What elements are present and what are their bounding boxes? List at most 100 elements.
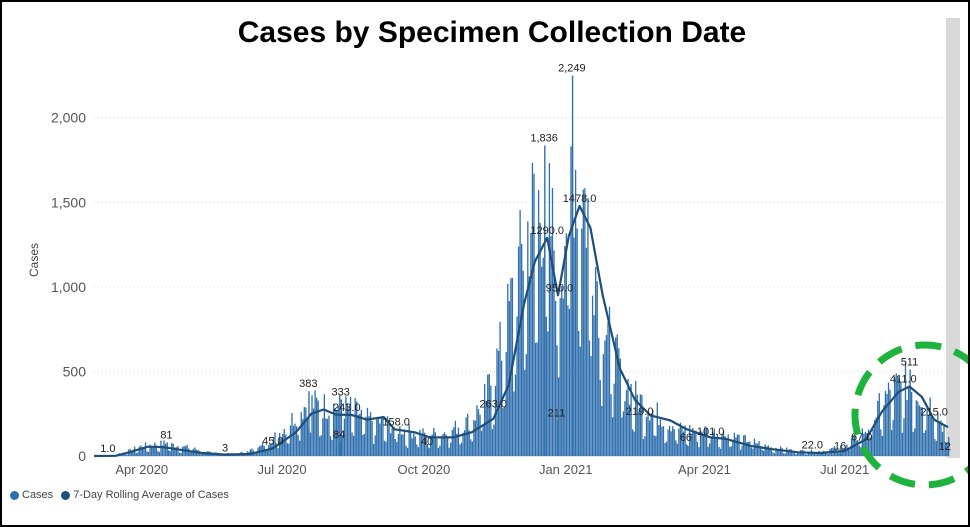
bar [510, 278, 512, 456]
bar [166, 442, 168, 456]
bar [857, 440, 859, 456]
bar [911, 391, 913, 456]
bar [419, 429, 421, 456]
bar [798, 452, 800, 456]
bar [665, 441, 668, 456]
bar [863, 433, 865, 456]
bar [559, 298, 561, 456]
bar [251, 448, 253, 456]
bar [627, 379, 629, 456]
bar [605, 335, 608, 456]
bar [292, 425, 295, 456]
bar [393, 426, 395, 456]
bar [312, 408, 315, 456]
bar [266, 450, 268, 456]
bar [433, 427, 435, 456]
bar [329, 436, 332, 456]
rolling-average-line [93, 204, 949, 458]
bar [735, 437, 737, 456]
vertical-scrollbar[interactable] [946, 18, 960, 458]
y-tick-label: 1,000 [51, 279, 86, 295]
bar [137, 452, 139, 456]
bar [286, 443, 288, 456]
bar [178, 452, 181, 456]
bar [468, 430, 470, 456]
bar [334, 408, 336, 456]
bar [710, 437, 712, 456]
bar [151, 445, 153, 456]
bar [309, 432, 312, 456]
bar [336, 410, 338, 456]
bar [619, 358, 621, 456]
x-tick-label: Jan 2021 [539, 462, 593, 477]
bar [562, 298, 564, 456]
legend-swatch-rolling-average [61, 490, 71, 500]
bar [497, 350, 500, 456]
data-label: 511 [901, 357, 919, 369]
bar [442, 433, 444, 456]
bar [545, 316, 547, 456]
bar [201, 453, 204, 456]
data-label: 22.0 [802, 439, 823, 451]
bar [388, 419, 390, 456]
bar [656, 402, 658, 456]
bar [143, 447, 145, 456]
bar [793, 452, 796, 456]
bar [514, 374, 517, 456]
bar [742, 435, 745, 456]
bar [693, 431, 695, 456]
bar [504, 406, 506, 456]
bar [866, 433, 868, 456]
bar [155, 445, 157, 456]
bar [652, 410, 654, 456]
data-label: 158.0 [382, 416, 410, 428]
bar [524, 369, 526, 456]
legend-item-cases[interactable]: Cases [10, 489, 53, 501]
legend-item-rolling-average[interactable]: 7-Day Rolling Average of Cases [61, 489, 229, 501]
bar [147, 451, 150, 456]
bar [653, 435, 655, 456]
bar [431, 434, 433, 456]
bar [682, 431, 685, 456]
bar [943, 424, 945, 456]
bar [875, 417, 877, 456]
bar [339, 441, 341, 456]
bar [434, 432, 436, 456]
bar [756, 443, 759, 456]
bar [941, 431, 944, 456]
x-tick-label: Jul 2020 [257, 462, 306, 477]
bar [477, 409, 480, 456]
bar [533, 173, 535, 456]
bar [500, 360, 503, 456]
bar [536, 342, 538, 456]
bar [315, 397, 318, 456]
bar [484, 383, 486, 456]
bar [417, 447, 420, 456]
bar [482, 425, 484, 456]
bar [900, 381, 902, 456]
bar [391, 427, 393, 456]
bar [764, 444, 766, 456]
bar [283, 428, 285, 456]
bar [191, 452, 193, 456]
bar [362, 434, 364, 456]
bar [225, 455, 227, 456]
bar [457, 427, 460, 456]
bar [598, 337, 600, 456]
bar [781, 448, 783, 456]
bar [689, 425, 691, 456]
bar [806, 454, 808, 456]
bar [328, 415, 330, 456]
bar [522, 270, 524, 456]
bar [948, 436, 950, 456]
bar [618, 348, 620, 456]
bar [556, 345, 558, 456]
data-label: 40 [421, 436, 433, 448]
bar [494, 386, 497, 456]
bar [877, 400, 879, 456]
bar [621, 417, 623, 456]
bar [363, 433, 366, 456]
bar [476, 405, 478, 456]
